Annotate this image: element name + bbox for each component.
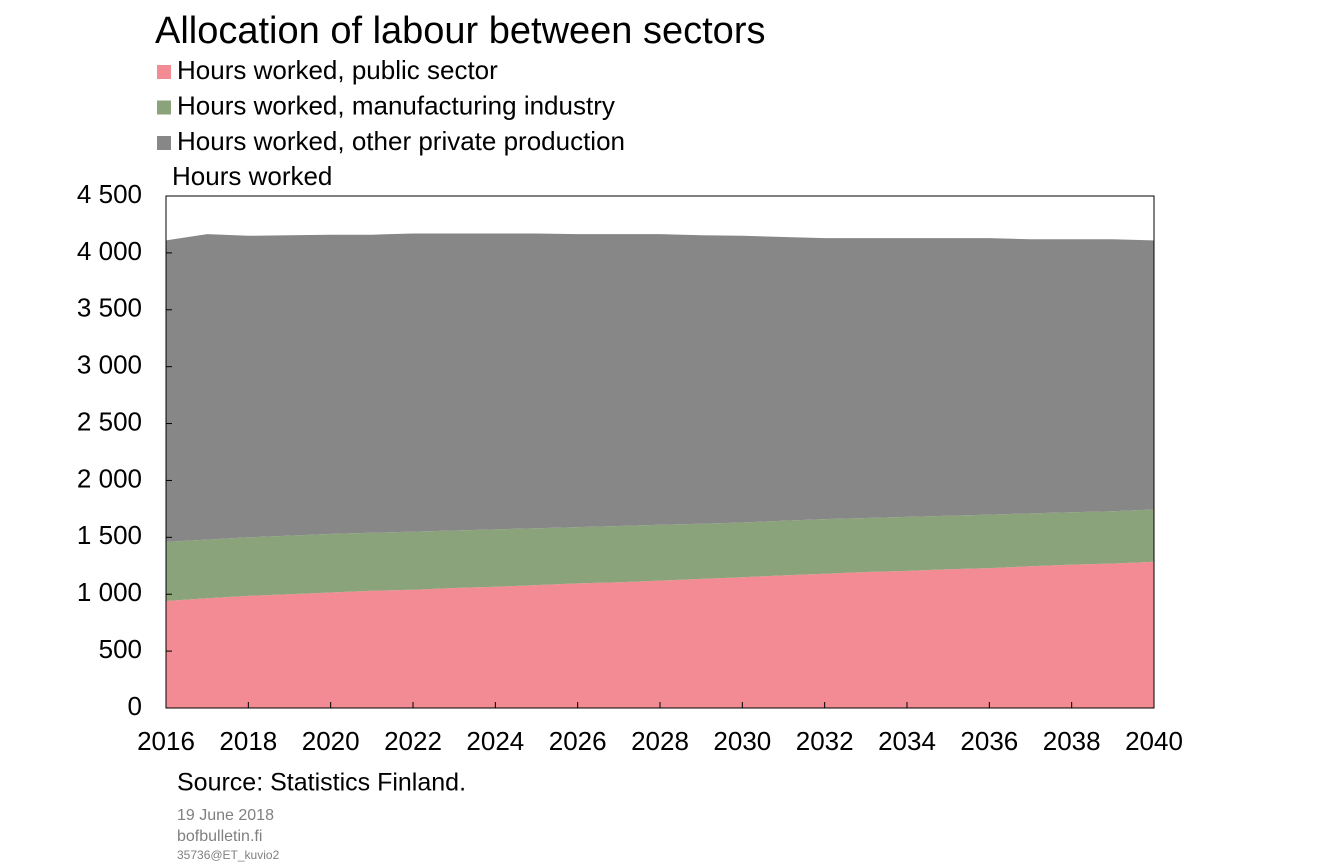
x-tick-label: 2028 bbox=[631, 726, 689, 756]
date: 19 June 2018 bbox=[177, 807, 274, 824]
area bbox=[166, 233, 1154, 542]
x-tick-label: 2034 bbox=[878, 726, 936, 756]
y-tick-label: 2 000 bbox=[77, 463, 142, 493]
legend-swatch bbox=[157, 136, 171, 150]
chart-title: Allocation of labour between sectors bbox=[155, 10, 765, 52]
x-tick-label: 2038 bbox=[1043, 726, 1101, 756]
y-tick-label: 1 000 bbox=[77, 577, 142, 607]
legend-swatch bbox=[157, 65, 171, 79]
x-tick-label: 2024 bbox=[466, 726, 524, 756]
y-tick-label: 3 500 bbox=[77, 293, 142, 323]
x-tick-label: 2016 bbox=[137, 726, 195, 756]
x-tick-label: 2026 bbox=[549, 726, 607, 756]
area bbox=[166, 561, 1154, 708]
y-tick-label: 4 000 bbox=[77, 236, 142, 266]
x-tick-label: 2036 bbox=[960, 726, 1018, 756]
legend-label: Hours worked, manufacturing industry bbox=[177, 90, 615, 120]
x-tick-label: 2020 bbox=[302, 726, 360, 756]
x-tick-label: 2018 bbox=[219, 726, 277, 756]
x-tick-label: 2030 bbox=[713, 726, 771, 756]
legend-swatch bbox=[157, 100, 171, 115]
y-tick-label: 3 000 bbox=[77, 350, 142, 380]
y-tick-label: 2 500 bbox=[77, 406, 142, 436]
area bbox=[166, 509, 1154, 601]
y-tick-label: 500 bbox=[99, 634, 142, 664]
x-tick-label: 2032 bbox=[796, 726, 854, 756]
x-tick-label: 2040 bbox=[1125, 726, 1183, 756]
site: bofbulletin.fi bbox=[177, 828, 262, 845]
legend-label: Hours worked, other private production bbox=[177, 126, 625, 156]
y-tick-label: 1 500 bbox=[77, 520, 142, 550]
legend-label: Hours worked, public sector bbox=[177, 55, 498, 85]
x-tick-label: 2022 bbox=[384, 726, 442, 756]
y-tick-label: 0 bbox=[128, 691, 142, 721]
y-axis-label: Hours worked bbox=[172, 161, 332, 191]
code: 35736@ET_kuvio2 bbox=[177, 848, 280, 862]
y-tick-label: 4 500 bbox=[77, 179, 142, 209]
source: Source: Statistics Finland. bbox=[177, 769, 466, 797]
